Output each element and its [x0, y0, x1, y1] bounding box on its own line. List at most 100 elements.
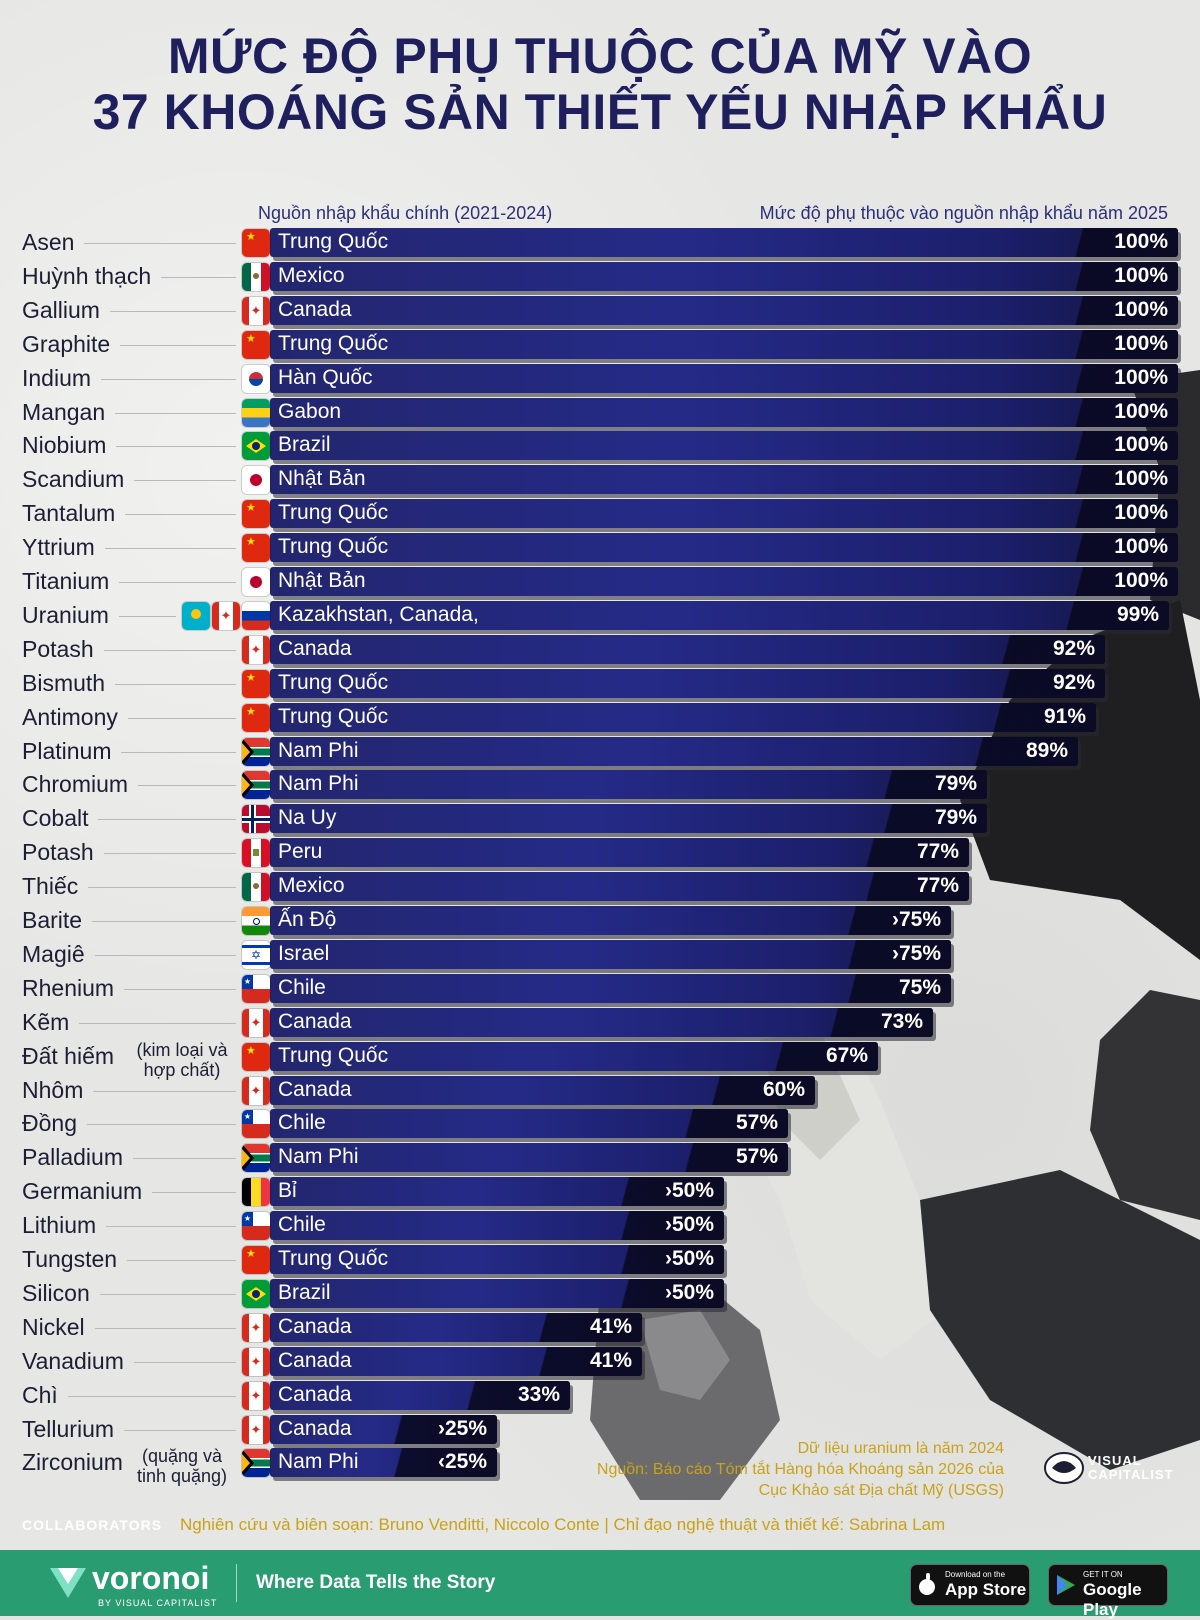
leader-line: [79, 1023, 236, 1024]
bar: Brazil ›50%: [270, 1279, 724, 1308]
leader-line: [128, 718, 236, 719]
value-label: 100%: [1114, 535, 1168, 558]
leader-line: [100, 1294, 236, 1295]
country-label: Canada: [278, 1383, 352, 1406]
leader-line: [101, 379, 236, 380]
bar: Trung Quốc 100%: [270, 499, 1178, 528]
mineral-label: Asen: [22, 229, 75, 255]
country-label: Trung Quốc: [278, 501, 389, 524]
visual-capitalist-logo-icon: [1044, 1452, 1084, 1484]
bar-shade: [811, 940, 951, 969]
value-label: 79%: [934, 772, 977, 795]
bar: Nhật Bản 100%: [270, 567, 1178, 596]
country-label: Gabon: [278, 400, 342, 423]
country-label: Trung Quốc: [278, 332, 389, 355]
google-play-button[interactable]: GET IT ON Google Play: [1048, 1564, 1168, 1619]
japan-flag-icon: [242, 568, 270, 596]
leader-line: [104, 650, 236, 651]
country-label: Na Uy: [278, 806, 337, 829]
mineral-label: Titanium: [22, 568, 110, 594]
mineral-label: Nhôm: [22, 1077, 84, 1103]
south-africa-flag-icon: [242, 1449, 270, 1477]
value-label: ›25%: [437, 1417, 487, 1440]
value-label: 60%: [762, 1078, 805, 1101]
app-store-button[interactable]: Download on the App Store: [910, 1564, 1030, 1606]
leader-line: [95, 955, 236, 956]
leader-line: [121, 752, 236, 753]
bar: Canada 73%: [270, 1008, 933, 1037]
bar: Nam Phi 57%: [270, 1143, 788, 1172]
mineral-label: Cobalt: [22, 805, 89, 831]
app-store-small-text: Download on the: [945, 1570, 1006, 1579]
column-header-dependency: Mức độ phụ thuộc vào nguồn nhập khẩu năm…: [759, 203, 1168, 223]
bar-shade: [1029, 601, 1169, 630]
country-label: Nam Phi: [278, 1450, 359, 1473]
bar: Chile 75%: [270, 974, 951, 1003]
bar-shade: [357, 1415, 497, 1444]
voronoi-brand-sub: BY VISUAL CAPITALIST: [98, 1598, 218, 1608]
country-label: Trung Quốc: [278, 1044, 389, 1067]
country-label: Canada: [278, 1315, 352, 1338]
leader-line: [127, 1260, 236, 1261]
mineral-label: Germanium: [22, 1178, 143, 1204]
canada-flag-icon: ✦: [242, 1314, 270, 1342]
value-label: 33%: [517, 1383, 560, 1406]
bar: Nam Phi 89%: [270, 737, 1078, 766]
leader-line: [120, 345, 236, 346]
canada-flag-icon: ✦: [212, 602, 240, 630]
leader-line: [133, 1158, 236, 1159]
value-label: 41%: [589, 1349, 632, 1372]
value-label: 100%: [1114, 264, 1168, 287]
china-flag-icon: ★: [242, 1043, 270, 1071]
voronoi-brand[interactable]: voronoi: [92, 1560, 210, 1596]
country-label: Canada: [278, 298, 352, 321]
bar: Trung Quốc 100%: [270, 228, 1178, 257]
value-label: 67%: [825, 1044, 868, 1067]
canada-flag-icon: ✦: [242, 1077, 270, 1105]
bar: Chile ›50%: [270, 1211, 724, 1240]
app-store-text: App Store: [945, 1580, 1027, 1599]
bar: Trung Quốc 100%: [270, 330, 1178, 359]
mineral-label: Barite: [22, 907, 83, 933]
mineral-label: Mangan: [22, 399, 106, 425]
bar: Israel ›75%: [270, 940, 951, 969]
country-label: Mexico: [278, 874, 345, 897]
value-label: 92%: [1052, 671, 1095, 694]
china-flag-icon: ★: [242, 534, 270, 562]
visual-capitalist-logo-text: VISUAL CAPITALIST: [1088, 1453, 1174, 1482]
mineral-label: Chì: [22, 1382, 58, 1408]
mineral-label: Zirconium: [22, 1449, 123, 1475]
bar-shade: [584, 1211, 724, 1240]
bar: Canada 60%: [270, 1076, 815, 1105]
leader-line: [116, 446, 236, 447]
bar-shade: [938, 737, 1078, 766]
value-label: 57%: [735, 1111, 778, 1134]
canada-flag-icon: ✦: [242, 1382, 270, 1410]
bar-shade: [1038, 364, 1178, 393]
bar-shade: [1038, 465, 1178, 494]
leader-line: [161, 277, 236, 278]
country-label: Canada: [278, 1078, 352, 1101]
country-label: Trung Quốc: [278, 1247, 389, 1270]
bar-shade: [1038, 431, 1178, 460]
bar: Canada 92%: [270, 635, 1105, 664]
mineral-label: Chromium: [22, 771, 129, 797]
country-label: Israel: [278, 942, 330, 965]
bar: Trung Quốc ›50%: [270, 1245, 724, 1274]
mineral-label: Bismuth: [22, 670, 106, 696]
bar-shade: [1038, 533, 1178, 562]
country-label: Nhật Bản: [278, 569, 366, 592]
korea-flag-icon: [242, 365, 270, 393]
bar: Canada 41%: [270, 1313, 642, 1342]
bar-shade: [847, 770, 987, 799]
value-label: 100%: [1114, 366, 1168, 389]
bar-shade: [675, 1076, 815, 1105]
bar-shade: [430, 1381, 570, 1410]
bar: Nhật Bản 100%: [270, 465, 1178, 494]
mineral-rocks-decoration: [590, 370, 1200, 1500]
country-label: Nam Phi: [278, 739, 359, 762]
value-label: ›75%: [891, 942, 941, 965]
visual-capitalist-logo: VISUAL CAPITALIST: [1044, 1448, 1194, 1488]
china-flag-icon: ★: [242, 500, 270, 528]
bar-shade: [1038, 567, 1178, 596]
